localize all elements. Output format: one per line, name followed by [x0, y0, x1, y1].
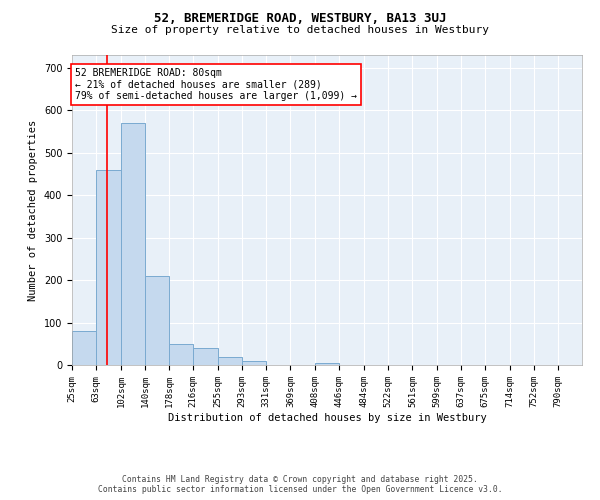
- Bar: [218, 356, 242, 365]
- Text: 52, BREMERIDGE ROAD, WESTBURY, BA13 3UJ: 52, BREMERIDGE ROAD, WESTBURY, BA13 3UJ: [154, 12, 446, 26]
- X-axis label: Distribution of detached houses by size in Westbury: Distribution of detached houses by size …: [167, 412, 487, 422]
- Bar: [72, 331, 96, 365]
- Text: Contains HM Land Registry data © Crown copyright and database right 2025.
Contai: Contains HM Land Registry data © Crown c…: [98, 474, 502, 494]
- Text: 52 BREMERIDGE ROAD: 80sqm
← 21% of detached houses are smaller (289)
79% of semi: 52 BREMERIDGE ROAD: 80sqm ← 21% of detac…: [75, 68, 357, 101]
- Bar: [242, 361, 266, 365]
- Bar: [96, 170, 121, 365]
- Bar: [315, 363, 340, 365]
- Bar: [145, 276, 169, 365]
- Bar: [169, 344, 193, 365]
- Bar: [193, 348, 218, 365]
- Bar: [121, 123, 145, 365]
- Y-axis label: Number of detached properties: Number of detached properties: [28, 120, 38, 300]
- Text: Size of property relative to detached houses in Westbury: Size of property relative to detached ho…: [111, 25, 489, 35]
